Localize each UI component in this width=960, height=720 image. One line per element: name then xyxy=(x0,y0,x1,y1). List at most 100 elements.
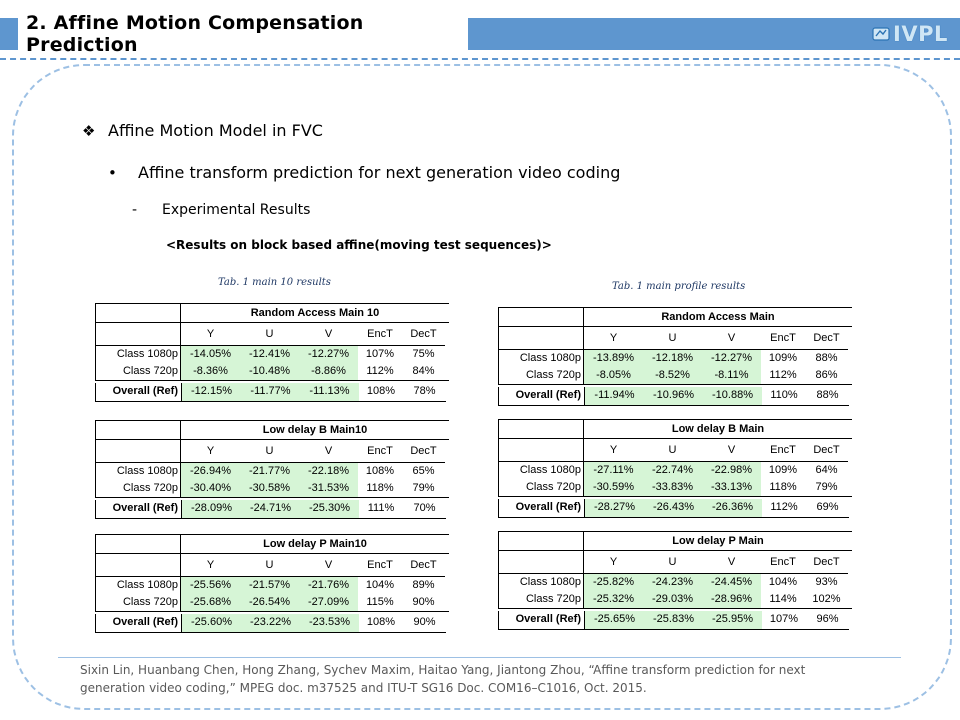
overall-row: Overall (Ref) -25.60% -23.22% -23.53% 108% 90… xyxy=(95,614,446,633)
table-cell: 110% xyxy=(770,389,798,401)
logo-icon xyxy=(872,27,890,41)
table-cell: -33.13% xyxy=(702,479,761,496)
column-header: EncT xyxy=(770,332,796,344)
table-cell: 112% xyxy=(769,369,797,381)
table-title: Random Access Main 10 xyxy=(181,303,449,323)
table-cell: -26.94% xyxy=(181,463,240,480)
table-row: Class 1080p -26.94% -21.77% -22.18% 108% 65% xyxy=(95,463,445,480)
table-cell: -23.53% xyxy=(300,614,359,632)
table-cell: -12.41% xyxy=(240,346,299,363)
caption-left: Tab. 1 main 10 results xyxy=(218,277,331,288)
table-cell: -31.53% xyxy=(299,480,358,497)
row-label: Overall (Ref) xyxy=(499,611,585,629)
bullet-level2: • Affine transform prediction for next g… xyxy=(108,163,620,182)
table-cell: 111% xyxy=(367,502,395,514)
table-cell: -25.32% xyxy=(584,591,643,608)
diamond-bullet-icon: ❖ xyxy=(82,121,96,140)
column-header: Y xyxy=(609,332,618,344)
table-row: Class 720p -25.32% -29.03% -28.96% 114% 102% xyxy=(498,591,848,608)
column-header: V xyxy=(727,444,736,456)
table-cell: -24.23% xyxy=(643,574,702,591)
table-cell: -8.36% xyxy=(181,363,240,380)
row-label: Class 720p xyxy=(122,365,178,377)
column-header: U xyxy=(668,332,677,344)
table-row: Class 720p -8.05% -8.52% -8.11% 112% 86% xyxy=(498,367,848,384)
table-cell: 118% xyxy=(769,481,797,493)
column-header: EncT xyxy=(367,559,393,571)
table-cell: 107% xyxy=(769,613,799,625)
overall-row: Overall (Ref) -12.15% -11.77% -11.13% 108% 78… xyxy=(95,383,446,402)
table-cell: 88% xyxy=(815,352,838,364)
table-row: Class 720p -30.40% -30.58% -31.53% 118% 79% xyxy=(95,480,445,497)
table-cell: 65% xyxy=(412,465,435,477)
label-column xyxy=(498,461,584,497)
row-label: Class 1080p xyxy=(519,464,581,476)
table-cell: 114% xyxy=(769,593,797,605)
table-corner xyxy=(95,323,181,345)
label-column xyxy=(95,345,181,381)
table-cell: 104% xyxy=(768,576,798,588)
table-cell: -12.15% xyxy=(182,383,241,401)
column-header: V xyxy=(324,559,333,571)
table-cell: -8.11% xyxy=(702,367,761,384)
table-cell: 96% xyxy=(816,613,839,625)
table-body xyxy=(498,461,852,497)
column-header-row: Y U V EncT DecT xyxy=(95,323,445,346)
table-cell: -24.45% xyxy=(702,574,761,591)
table-cell: -23.22% xyxy=(241,614,300,632)
column-header: DecT xyxy=(813,332,840,344)
citation-line-2: generation video coding,” MPEG doc. m375… xyxy=(80,681,647,695)
table-body xyxy=(95,345,449,381)
column-header: V xyxy=(727,556,736,568)
column-header: Y xyxy=(206,328,215,340)
table-cell: -14.05% xyxy=(181,346,240,363)
table-cell: -25.82% xyxy=(584,574,643,591)
overall-row: Overall (Ref) -28.09% -24.71% -25.30% 111% 70… xyxy=(95,500,446,519)
logo-text: IVPL xyxy=(893,22,948,46)
column-header-row: Y U V EncT DecT xyxy=(498,327,848,350)
column-header: Y xyxy=(206,445,215,457)
table-cell: 115% xyxy=(366,596,394,608)
table-cell: -30.40% xyxy=(181,480,240,497)
page-title: 2. Affine Motion Compensation Prediction xyxy=(26,12,364,56)
table-cell: -25.56% xyxy=(181,577,240,594)
results-subheading: <Results on block based affine(moving te… xyxy=(166,238,552,252)
table-cell: -25.65% xyxy=(585,611,644,629)
column-header: U xyxy=(265,328,274,340)
table-corner xyxy=(498,531,584,551)
column-header: EncT xyxy=(367,445,393,457)
results-table: Low delay B Main Y U V EncT DecT Class 1080p -2… xyxy=(498,419,852,518)
row-label: Class 720p xyxy=(122,596,178,608)
row-label: Class 720p xyxy=(525,593,581,605)
label-column xyxy=(95,462,181,498)
caption-right: Tab. 1 main profile results xyxy=(612,281,746,292)
column-header-row: Y U V EncT DecT xyxy=(95,554,445,577)
bullet-level1-text: Affine Motion Model in FVC xyxy=(108,121,323,140)
results-table: Low delay P Main Y U V EncT DecT Class 1080p -2… xyxy=(498,531,852,630)
table-cell: -30.59% xyxy=(584,479,643,496)
table-corner xyxy=(498,419,584,439)
table-cell: 93% xyxy=(815,576,838,588)
row-label: Overall (Ref) xyxy=(499,387,585,405)
table-corner xyxy=(498,439,584,461)
table-cell: 86% xyxy=(815,369,838,381)
dash-bullet-icon: - xyxy=(132,202,138,218)
citation-line-1: Sixin Lin, Huanbang Chen, Hong Zhang, Sy… xyxy=(80,663,806,677)
table-row: Class 1080p -27.11% -22.74% -22.98% 109% 64% xyxy=(498,462,848,479)
table-corner xyxy=(95,420,181,440)
table-corner xyxy=(95,440,181,462)
table-cell: 90% xyxy=(413,616,436,628)
table-cell: -8.05% xyxy=(584,367,643,384)
table-title: Random Access Main xyxy=(584,307,852,327)
table-cell: -21.57% xyxy=(240,577,299,594)
header-divider xyxy=(0,58,960,60)
column-header: DecT xyxy=(410,445,437,457)
column-header-row: Y U V EncT DecT xyxy=(498,551,848,574)
table-cell: -26.43% xyxy=(644,499,703,517)
table-header: Random Access Main 10 xyxy=(95,303,449,323)
table-row: Class 720p -30.59% -33.83% -33.13% 118% 79% xyxy=(498,479,848,496)
row-label: Class 1080p xyxy=(519,352,581,364)
label-column xyxy=(95,576,181,612)
table-corner xyxy=(498,551,584,573)
content-frame xyxy=(12,64,952,710)
